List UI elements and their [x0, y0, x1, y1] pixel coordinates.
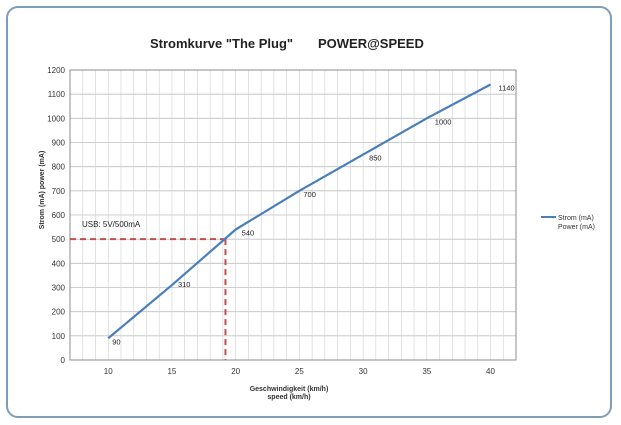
usb-annotation: USB: 5V/500mA [70, 220, 227, 360]
y-tick-label: 200 [52, 308, 66, 317]
y-tick-label: 400 [52, 259, 66, 268]
x-tick-label: 30 [359, 367, 368, 376]
y-tick-label: 1000 [47, 114, 65, 123]
y-tick-label: 0 [61, 356, 66, 365]
data-label: 1000 [435, 117, 452, 126]
data-label: 1140 [499, 84, 515, 93]
data-label: 310 [178, 280, 191, 289]
data-labels: 90 310 540 700 850 1000 1140 [112, 84, 514, 347]
y-tick-label: 900 [52, 139, 66, 148]
x-tick-label: 40 [486, 367, 495, 376]
y-tick-label: 1200 [47, 66, 65, 75]
chart-frame [6, 6, 612, 418]
y-axis-label: Strom (mA) power (mA) [39, 151, 46, 230]
grid [69, 69, 517, 361]
x-tick-label: 25 [295, 367, 304, 376]
plot-border [69, 69, 517, 361]
y-tick-label: 500 [52, 235, 66, 244]
x-tick-label: 20 [231, 367, 240, 376]
x-tick-label: 10 [104, 367, 113, 376]
legend-label: Strom (mA) [558, 215, 594, 222]
y-tick-label: 1100 [48, 90, 66, 99]
y-tick-label: 700 [52, 187, 66, 196]
y-tick-label: 600 [52, 211, 66, 220]
y-tick-label: 300 [52, 284, 66, 293]
data-label: 700 [303, 190, 316, 199]
chart-title: Stromkurve "The Plug" [150, 36, 293, 51]
usb-annotation-label: USB: 5V/500mA [82, 220, 141, 229]
chart-subtitle: POWER@SPEED [318, 36, 424, 51]
x-axis-label: Geschwindigkeit (km/h) [250, 386, 329, 393]
series [107, 83, 492, 340]
data-label: 90 [112, 337, 120, 346]
data-label: 540 [242, 229, 255, 238]
y-tick-label: 100 [52, 332, 66, 341]
x-tick-label: 15 [167, 367, 176, 376]
tick-labels: 0 100 200 300 400 500 600 700 800 900 1000 1100 1200… [47, 66, 495, 376]
legend: Strom (mA) Power (mA) [541, 215, 595, 231]
data-label: 850 [369, 154, 382, 163]
x-tick-label: 35 [422, 367, 431, 376]
y-tick-label: 800 [52, 163, 66, 172]
x-axis-label-2: speed (km/h) [267, 394, 310, 401]
legend-label-2: Power (mA) [558, 224, 595, 231]
